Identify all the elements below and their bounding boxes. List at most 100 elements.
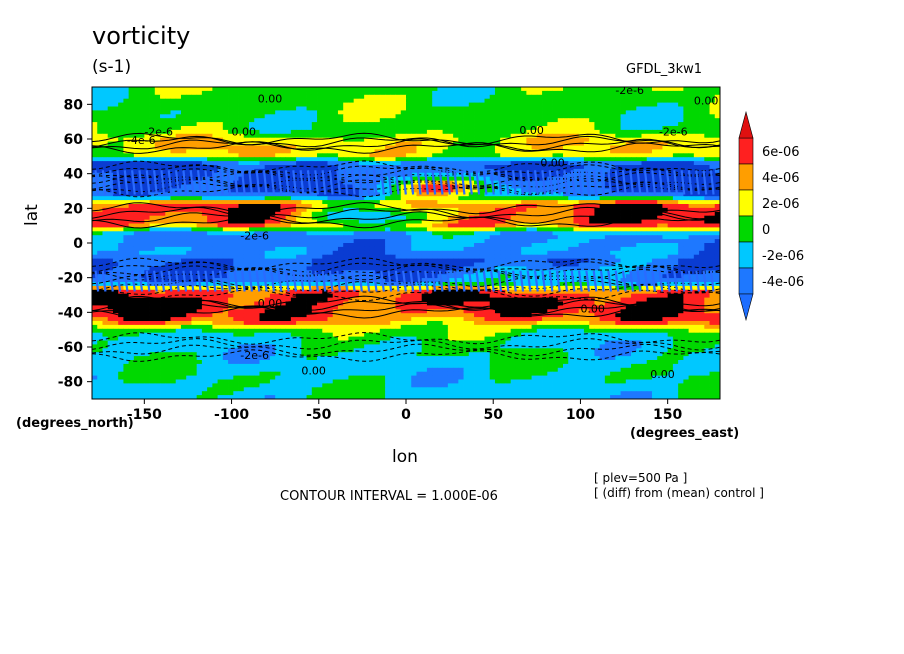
- heatmap-cell: [625, 239, 632, 244]
- heatmap-cell: [693, 196, 700, 201]
- heatmap-cell: [426, 87, 433, 92]
- heatmap-cell: [301, 161, 307, 166]
- heatmap-cell: [154, 196, 161, 201]
- heatmap-cell: [474, 106, 480, 111]
- heatmap-cell: [604, 153, 611, 158]
- heatmap-cell: [578, 219, 585, 224]
- heatmap-cell: [704, 90, 710, 96]
- heatmap-cell: [374, 161, 381, 166]
- heatmap-cell: [201, 180, 208, 185]
- heatmap-cell: [369, 211, 375, 217]
- heatmap-cell: [222, 106, 229, 111]
- heatmap-cell: [243, 118, 250, 123]
- heatmap-cell: [646, 235, 653, 240]
- heatmap-cell: [118, 246, 124, 252]
- heatmap-cell: [280, 180, 287, 185]
- heatmap-cell: [557, 102, 564, 107]
- heatmap-cell: [364, 188, 370, 193]
- heatmap-cell: [264, 157, 271, 162]
- heatmap-cell: [107, 235, 114, 240]
- heatmap-cell: [348, 176, 355, 181]
- heatmap-cell: [547, 223, 553, 228]
- heatmap-cell: [552, 219, 559, 224]
- heatmap-cell: [416, 137, 423, 142]
- heatmap-cell: [337, 161, 344, 166]
- heatmap-cell: [317, 223, 323, 228]
- heatmap-cell: [568, 110, 574, 115]
- heatmap-cell: [662, 184, 669, 189]
- heatmap-cell: [683, 161, 689, 166]
- heatmap-cell: [212, 180, 218, 185]
- heatmap-cell: [264, 94, 271, 100]
- heatmap-cell: [641, 106, 648, 111]
- heatmap-cell: [353, 126, 360, 131]
- heatmap-cell: [180, 207, 187, 213]
- heatmap-cell: [118, 235, 124, 240]
- heatmap-cell: [123, 141, 130, 146]
- heatmap-cell: [641, 94, 648, 100]
- heatmap-cell: [149, 126, 156, 131]
- heatmap-cell: [463, 110, 470, 115]
- heatmap-cell: [301, 157, 307, 162]
- heatmap-cell: [327, 165, 334, 170]
- heatmap-cell: [714, 227, 720, 232]
- heatmap-cell: [453, 110, 459, 115]
- heatmap-cell: [180, 231, 187, 236]
- heatmap-cell: [280, 94, 287, 100]
- heatmap-cell: [353, 129, 360, 135]
- heatmap-cell: [620, 126, 627, 131]
- heatmap-cell: [453, 114, 459, 119]
- heatmap-cell: [364, 129, 370, 135]
- heatmap-cell: [531, 188, 538, 193]
- heatmap-cell: [610, 98, 616, 103]
- heatmap-cell: [463, 90, 470, 96]
- heatmap-cell: [296, 200, 302, 205]
- heatmap-cell: [620, 110, 627, 115]
- heatmap-cell: [657, 165, 663, 170]
- heatmap-cell: [604, 243, 611, 248]
- heatmap-cell: [112, 161, 119, 166]
- heatmap-cell: [139, 200, 145, 205]
- heatmap-cell: [217, 157, 224, 162]
- heatmap-cell: [625, 196, 632, 201]
- heatmap-cell: [102, 110, 109, 115]
- heatmap-cell: [531, 165, 538, 170]
- heatmap-cell: [557, 114, 564, 119]
- heatmap-cell: [426, 110, 433, 115]
- heatmap-cell: [317, 137, 323, 142]
- heatmap-cell: [243, 235, 250, 240]
- heatmap-cell: [228, 243, 234, 248]
- heatmap-cell: [599, 94, 606, 100]
- heatmap-cell: [526, 90, 532, 96]
- heatmap-cell: [269, 246, 276, 252]
- heatmap-cell: [385, 227, 391, 232]
- heatmap-cell: [526, 196, 532, 201]
- heatmap-cell: [207, 114, 213, 119]
- heatmap-cell: [515, 231, 522, 236]
- heatmap-cell: [107, 153, 114, 158]
- heatmap-cell: [254, 133, 260, 139]
- heatmap-cell: [662, 204, 669, 209]
- heatmap-cell: [353, 137, 360, 142]
- heatmap-cell: [515, 133, 522, 139]
- heatmap-cell: [332, 161, 339, 166]
- heatmap-cell: [442, 118, 449, 123]
- heatmap-cell: [693, 106, 700, 111]
- heatmap-cell: [97, 200, 103, 205]
- heatmap-cell: [547, 211, 553, 217]
- heatmap-cell: [269, 215, 276, 220]
- heatmap-cell: [578, 102, 585, 107]
- heatmap-cell: [118, 188, 124, 193]
- heatmap-cell: [97, 161, 103, 166]
- heatmap-cell: [254, 126, 260, 131]
- heatmap-cell: [526, 153, 532, 158]
- heatmap-cell: [400, 114, 407, 119]
- heatmap-cell: [646, 192, 653, 197]
- heatmap-cell: [505, 161, 512, 166]
- heatmap-cell: [563, 239, 569, 244]
- heatmap-cell: [494, 129, 501, 135]
- heatmap-cell: [442, 227, 449, 232]
- heatmap-cell: [243, 207, 250, 213]
- heatmap-cell: [112, 168, 119, 174]
- heatmap-cell: [442, 87, 449, 92]
